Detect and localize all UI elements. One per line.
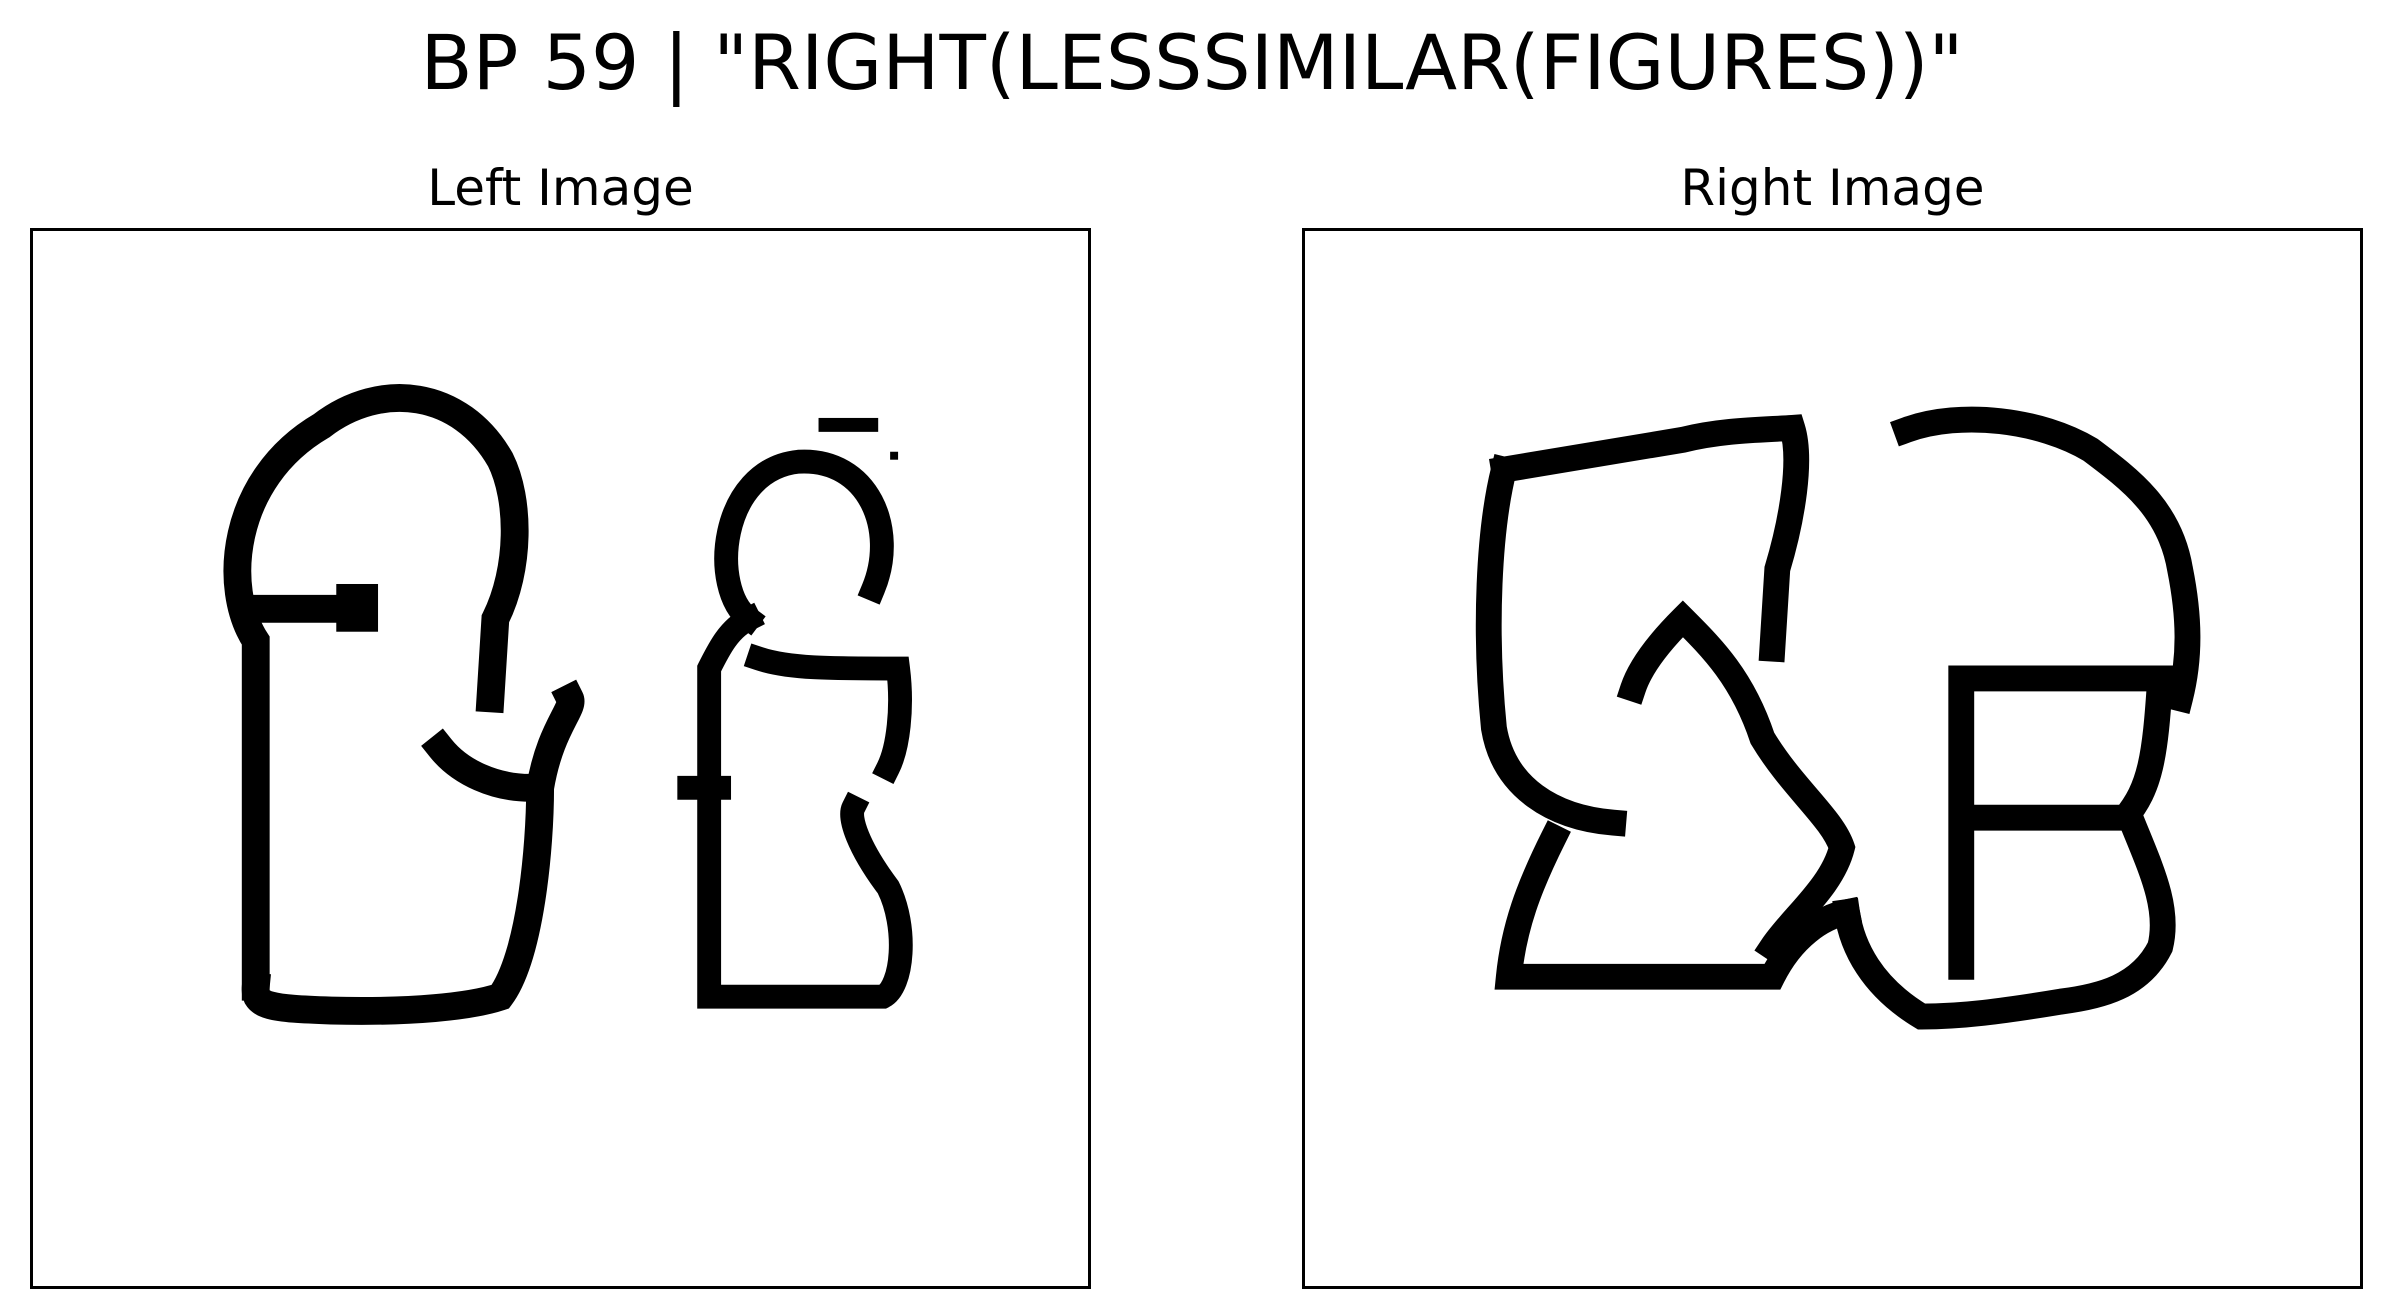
left-panel-title: Left Image [427,159,694,217]
right-panel-title: Right Image [1680,159,1985,217]
right-figure-2 [1832,406,2201,1030]
left-image-panel [30,228,1091,1289]
left-figure-2-shoulder [743,643,912,784]
left-figure-1-hook [421,728,545,802]
right-figure-1-left-side [1475,453,1628,837]
left-figure-1-base [241,679,585,1025]
right-figure-1 [1475,414,1863,990]
right-figure-2-arc [1890,406,2201,715]
right-figure-1-inner-loop [1616,600,1856,965]
right-image-panel [1302,228,2363,1289]
page-title: BP 59 | "RIGHT(LESSSIMILAR(FIGURES))" [420,18,1964,107]
right-figure-1-top [1488,414,1810,663]
left-figure-1-outline [223,384,529,1001]
left-figure-1 [223,384,585,1025]
left-figure-2-body [697,602,913,1009]
left-figure-2-top-loop [714,449,894,636]
right-figure-2-lower-loop [1832,800,2176,1030]
right-image-canvas [1475,406,2201,1030]
left-figure-2 [677,449,913,1009]
left-figure-2-dash [818,417,879,432]
left-image-canvas [223,384,913,1025]
right-figure-1-base [1494,820,1863,990]
left-figure-2-dot [890,451,899,460]
left-figure-1-block [336,583,379,632]
